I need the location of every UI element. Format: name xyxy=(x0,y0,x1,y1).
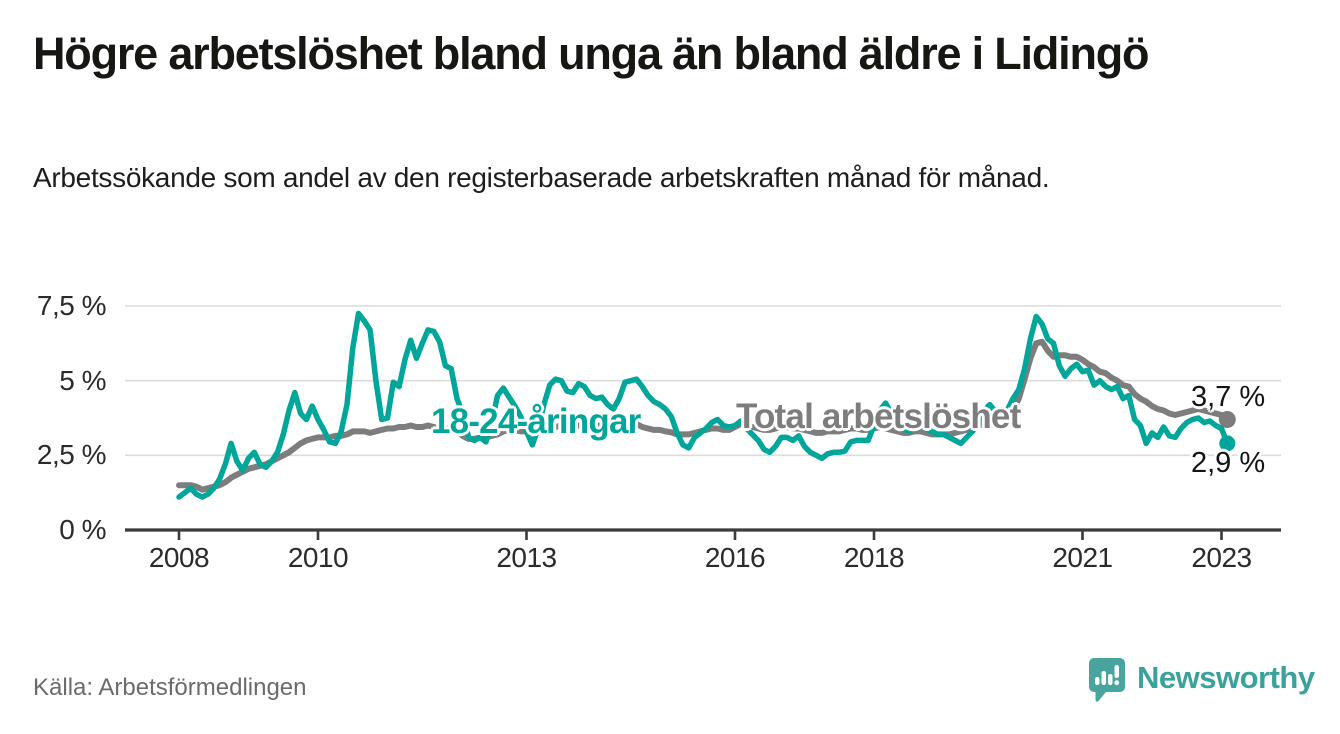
series-line-total xyxy=(176,338,1231,493)
x-tick-label-2018: 2018 xyxy=(843,542,905,573)
x-tick-label-2013: 2013 xyxy=(496,542,557,573)
y-tick-label-0: 0 % xyxy=(59,514,106,545)
chart-subtitle: Arbetssökande som andel av den registerb… xyxy=(33,162,1050,193)
series-label-total: Total arbetslöshet xyxy=(736,397,1021,436)
series-line-18-24 xyxy=(176,310,1231,500)
end-value-label-18-24: 2,9 % xyxy=(1191,447,1266,479)
x-tick-label-2016: 2016 xyxy=(704,542,766,573)
x-tick-label-2008: 2008 xyxy=(148,542,210,573)
end-value-label-total: 3,7 % xyxy=(1191,381,1266,413)
newsworthy-wordmark: Newsworthy xyxy=(1137,660,1315,695)
y-tick-label-5: 5 % xyxy=(59,364,106,396)
x-tick-label-2023: 2023 xyxy=(1191,542,1252,573)
x-tick-label-2021: 2021 xyxy=(1052,542,1113,573)
newsworthy-speech-bubble-icon xyxy=(1089,658,1125,702)
chart-title: Högre arbetslöshet bland unga än bland ä… xyxy=(33,28,1150,79)
series-end-dot-total xyxy=(1218,411,1236,428)
source-note: Källa: Arbetsförmedlingen xyxy=(33,674,307,701)
y-tick-label-7.5: 7,5 % xyxy=(36,290,107,321)
x-tick-label-2010: 2010 xyxy=(287,542,349,573)
newsworthy-logo: Newsworthy xyxy=(1086,656,1315,702)
series-label-18-24: 18-24-åringar xyxy=(431,402,641,441)
y-tick-label-2.5: 2,5 % xyxy=(36,439,107,471)
